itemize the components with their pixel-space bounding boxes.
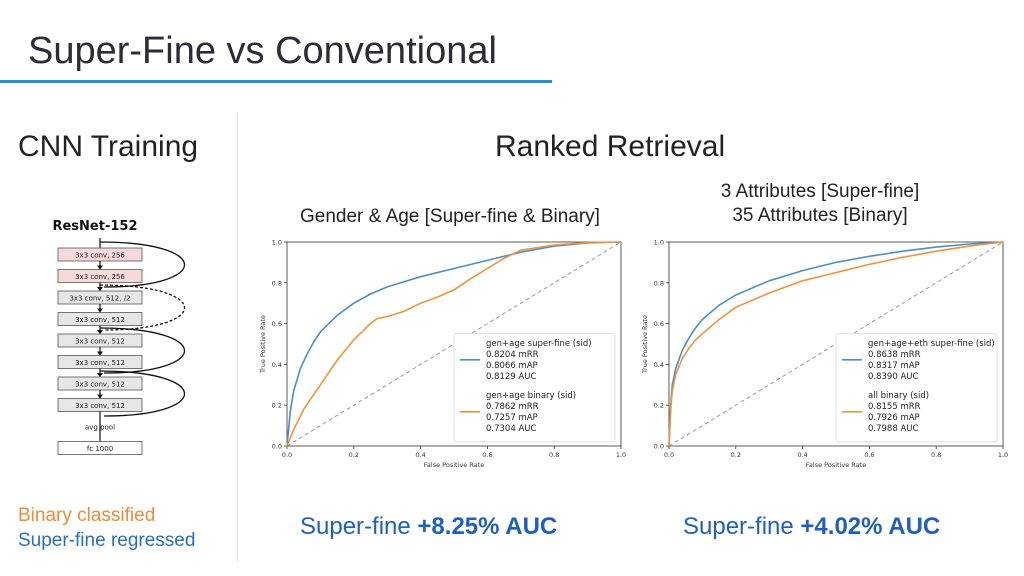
panel1-auc-prefix: Super-fine bbox=[300, 513, 418, 540]
y-tick-label: 0.6 bbox=[654, 320, 664, 328]
x-tick-label: 1.0 bbox=[998, 451, 1008, 459]
resnet-layer-label: 3x3 conv, 256 bbox=[75, 273, 125, 281]
x-tick-label: 0.0 bbox=[282, 451, 292, 459]
ranked-retrieval-heading: Ranked Retrieval bbox=[495, 130, 726, 163]
panel2-subtitle: 3 Attributes [Super-fine] 35 Attributes … bbox=[630, 180, 1010, 228]
x-tick-label: 0.8 bbox=[549, 451, 559, 459]
x-tick-label: 0.0 bbox=[664, 451, 674, 459]
chance-diagonal bbox=[286, 241, 622, 447]
x-tick-label: 0.8 bbox=[931, 451, 941, 459]
resnet-arrowhead bbox=[97, 287, 103, 291]
legend-series-name: gen+age super-fine (sid) bbox=[486, 339, 592, 349]
resnet-arrowhead bbox=[97, 265, 103, 270]
y-tick-label: 0.4 bbox=[654, 361, 664, 369]
x-tick-label: 0.4 bbox=[797, 451, 807, 459]
y-tick-label: 0.6 bbox=[272, 320, 282, 328]
resnet-arrowhead bbox=[97, 373, 103, 377]
panel1-auc-summary: Super-fine +8.25% AUC bbox=[300, 513, 557, 541]
y-tick-label: 0.8 bbox=[272, 279, 282, 287]
panel2-subtitle-line-2: 35 Attributes [Binary] bbox=[732, 205, 908, 226]
roc-series-line-1 bbox=[668, 241, 1004, 447]
section-divider bbox=[237, 112, 238, 562]
resnet-skip-connection bbox=[99, 327, 185, 374]
resnet-avgpool-label: avg pool bbox=[85, 424, 115, 432]
legend-series-stat: 0.7257 mAP bbox=[486, 413, 538, 423]
chance-diagonal bbox=[668, 241, 1004, 447]
x-tick-label: 0.2 bbox=[349, 451, 359, 459]
y-tick-label: 1.0 bbox=[272, 239, 282, 247]
resnet-skip-connection bbox=[99, 241, 185, 288]
x-axis-label: False Positive Rate bbox=[806, 461, 866, 469]
legend-series-stat: 0.8638 mRR bbox=[868, 350, 921, 360]
legend-binary-classified: Binary classified bbox=[18, 505, 156, 526]
resnet-layer-label: 3x3 conv, 512 bbox=[75, 316, 125, 324]
resnet-arrowhead bbox=[97, 308, 103, 313]
resnet-fc-box bbox=[57, 441, 143, 455]
legend-series-stat: 0.8129 AUC bbox=[486, 372, 536, 382]
x-axis-label: False Positive Rate bbox=[424, 461, 484, 469]
x-tick-label: 0.6 bbox=[864, 451, 874, 459]
y-tick-label: 0.2 bbox=[654, 402, 664, 410]
panel2-auc-summary: Super-fine +4.02% AUC bbox=[683, 513, 940, 541]
y-axis-label: True Positive Rate bbox=[641, 315, 649, 374]
legend-series-stat: 0.7862 mRR bbox=[486, 402, 539, 412]
legend-series-stat: 0.7304 AUC bbox=[486, 424, 536, 434]
resnet-layer-label: 3x3 conv, 512 bbox=[75, 338, 125, 346]
resnet-skip-connection bbox=[99, 284, 185, 331]
resnet-layer-label: 3x3 conv, 512, /2 bbox=[69, 295, 130, 303]
resnet-title: ResNet-152 bbox=[52, 219, 137, 234]
roc-chart-attributes: 0.0 0.2 0.4 0.6 0.8 1.0 0.0 0.2 0.4 0.6 0.8 1.0 Fals… bbox=[641, 239, 1008, 470]
legend-series-stat: 0.7988 AUC bbox=[868, 424, 918, 434]
legend-series-stat: 0.8317 mAP bbox=[868, 361, 920, 371]
roc-series-line-1 bbox=[286, 241, 622, 447]
y-tick-label: 1.0 bbox=[654, 239, 664, 247]
legend-series-stat: 0.7926 mAP bbox=[868, 413, 920, 423]
panel2-subtitle-line-1: 3 Attributes [Super-fine] bbox=[720, 181, 920, 202]
resnet-arrowhead bbox=[97, 394, 103, 399]
y-tick-label: 0.8 bbox=[654, 279, 664, 287]
panel1-subtitle-line: Gender & Age [Super-fine & Binary] bbox=[300, 206, 600, 227]
y-tick-label: 0.0 bbox=[654, 443, 664, 451]
slide-title: Super-Fine vs Conventional bbox=[28, 30, 497, 72]
y-axis-label: True Positive Rate bbox=[259, 315, 267, 374]
panel2-auc-prefix: Super-fine bbox=[683, 513, 801, 540]
legend-series-stat: 0.8155 mRR bbox=[868, 402, 921, 412]
resnet-diagram: ResNet-152 3x3 conv, 256 3x3 conv, 256 3x3… bbox=[52, 219, 185, 455]
legend-series-name: gen+age binary (sid) bbox=[486, 391, 576, 401]
y-tick-label: 0.0 bbox=[272, 443, 282, 451]
x-tick-label: 1.0 bbox=[616, 451, 626, 459]
roc-series-line-2 bbox=[286, 241, 622, 447]
resnet-layer-label: 3x3 conv, 512 bbox=[75, 402, 125, 410]
resnet-arrowhead bbox=[97, 330, 103, 334]
resnet-layer-label: 3x3 conv, 512 bbox=[75, 381, 125, 389]
resnet-layer-label: 3x3 conv, 256 bbox=[75, 252, 125, 260]
x-tick-label: 0.4 bbox=[415, 451, 425, 459]
x-tick-label: 0.6 bbox=[482, 451, 492, 459]
legend-series-name: gen+age+eth super-fine (sid) bbox=[868, 339, 995, 349]
y-tick-label: 0.4 bbox=[272, 361, 282, 369]
legend-box bbox=[453, 333, 616, 443]
x-tick-label: 0.2 bbox=[731, 451, 741, 459]
title-underline bbox=[0, 80, 552, 83]
panel1-subtitle: Gender & Age [Super-fine & Binary] bbox=[250, 205, 650, 229]
cnn-training-heading: CNN Training bbox=[18, 130, 199, 163]
legend-superfine-regressed: Super-fine regressed bbox=[18, 530, 196, 551]
roc-chart-gender-age: 0.0 0.2 0.4 0.6 0.8 1.0 0.0 0.2 0.4 0.6 0.8 1.0 Fals… bbox=[259, 239, 626, 470]
y-tick-label: 0.2 bbox=[272, 402, 282, 410]
roc-series-line-2 bbox=[668, 241, 1004, 447]
legend-series-stat: 0.8390 AUC bbox=[868, 372, 918, 382]
resnet-skip-connection bbox=[99, 370, 185, 417]
legend-series-name: all binary (sid) bbox=[868, 391, 929, 401]
resnet-fc-label: fc 1000 bbox=[87, 445, 113, 453]
legend-series-stat: 0.8066 mAP bbox=[486, 361, 538, 371]
legend-box bbox=[835, 333, 998, 443]
panel1-auc-value: +8.25% AUC bbox=[417, 513, 558, 540]
resnet-arrowhead bbox=[97, 351, 103, 356]
legend-series-stat: 0.8204 mRR bbox=[486, 350, 539, 360]
panel2-auc-value: +4.02% AUC bbox=[800, 513, 941, 540]
resnet-layer-label: 3x3 conv, 512 bbox=[75, 359, 125, 367]
